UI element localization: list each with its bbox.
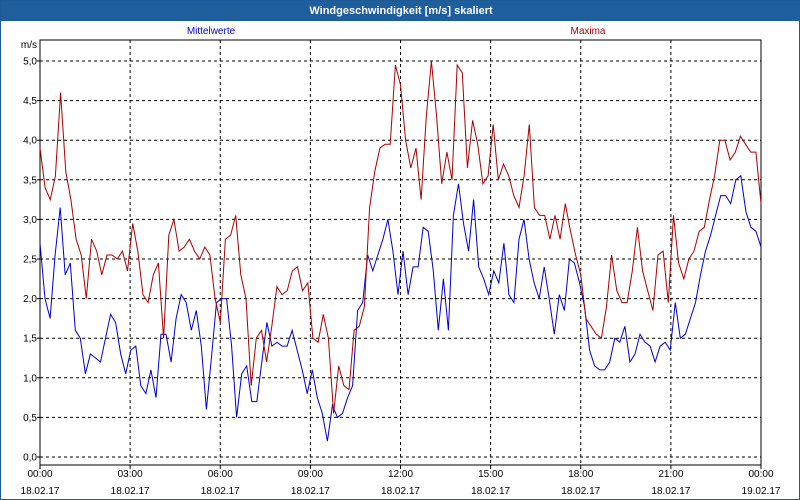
x-tick-date: 18.02.17 xyxy=(471,486,510,497)
x-tick-date: 19.02.17 xyxy=(742,486,781,497)
x-tick-time: 18:00 xyxy=(568,469,593,480)
x-tick-time: 15:00 xyxy=(478,469,503,480)
y-tick-label: 1,0 xyxy=(23,373,37,384)
y-tick-label: 1,5 xyxy=(23,334,37,345)
x-tick-time: 00:00 xyxy=(748,469,773,480)
series-line-mittelwerte xyxy=(39,174,762,442)
legend-mittelwerte: Mittelwerte xyxy=(187,26,236,37)
y-tick-label: 4,5 xyxy=(23,96,37,107)
x-tick-time: 03:00 xyxy=(118,469,143,480)
y-tick-label: 3,5 xyxy=(23,175,37,186)
x-tick-date: 18.02.17 xyxy=(21,486,60,497)
x-tick-date: 18.02.17 xyxy=(561,486,600,497)
y-tick-label: 5,0 xyxy=(23,57,37,68)
x-tick-date: 18.02.17 xyxy=(291,486,330,497)
series-line-maxima xyxy=(39,60,762,414)
x-tick-time: 09:00 xyxy=(298,469,323,480)
y-axis-unit: m/s xyxy=(21,40,37,51)
y-tick-label: 4,0 xyxy=(23,136,37,147)
y-tick-label: 0,0 xyxy=(23,453,37,464)
x-tick-date: 18.02.17 xyxy=(111,486,150,497)
y-tick-label: 3,0 xyxy=(23,215,37,226)
x-tick-date: 18.02.17 xyxy=(381,486,420,497)
x-tick-time: 00:00 xyxy=(27,469,52,480)
x-tick-date: 18.02.17 xyxy=(201,486,240,497)
y-tick-label: 2,0 xyxy=(23,294,37,305)
x-tick-time: 06:00 xyxy=(208,469,233,480)
legend-maxima: Maxima xyxy=(570,26,605,37)
chart-title: Windgeschwindigkeit [m/s] skaliert xyxy=(1,1,800,21)
x-tick-date: 18.02.17 xyxy=(651,486,690,497)
x-tick-time: 21:00 xyxy=(658,469,683,480)
y-tick-label: 0,5 xyxy=(23,413,37,424)
y-tick-label: 2,5 xyxy=(23,255,37,266)
x-tick-time: 12:00 xyxy=(388,469,413,480)
